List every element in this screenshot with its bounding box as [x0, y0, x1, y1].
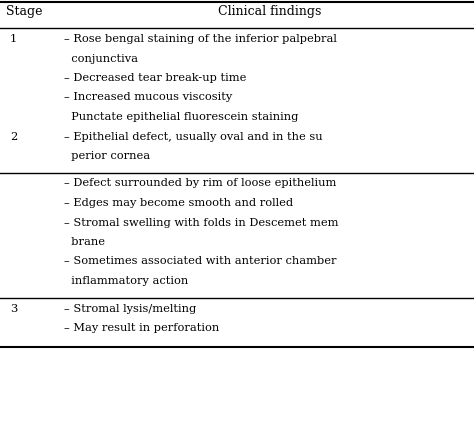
Text: Stage: Stage — [6, 5, 43, 18]
Text: conjunctiva: conjunctiva — [64, 53, 138, 63]
Text: perior cornea: perior cornea — [64, 151, 150, 161]
Text: brane: brane — [64, 237, 105, 247]
Text: – Rose bengal staining of the inferior palpebral: – Rose bengal staining of the inferior p… — [64, 34, 337, 44]
Text: 3: 3 — [10, 304, 17, 313]
Text: Clinical findings: Clinical findings — [219, 5, 322, 18]
Text: – Stromal lysis/melting: – Stromal lysis/melting — [64, 304, 196, 313]
Text: – Stromal swelling with folds in Descemet mem: – Stromal swelling with folds in Desceme… — [64, 218, 338, 228]
Text: 2: 2 — [10, 132, 17, 142]
Text: 1: 1 — [10, 34, 17, 44]
Text: – Sometimes associated with anterior chamber: – Sometimes associated with anterior cha… — [64, 257, 337, 267]
Text: Punctate epithelial fluorescein staining: Punctate epithelial fluorescein staining — [64, 112, 298, 122]
Text: – Defect surrounded by rim of loose epithelium: – Defect surrounded by rim of loose epit… — [64, 178, 337, 188]
Text: – Epithelial defect, usually oval and in the su: – Epithelial defect, usually oval and in… — [64, 132, 323, 142]
Text: – Increased mucous viscosity: – Increased mucous viscosity — [64, 93, 232, 103]
Text: inflammatory action: inflammatory action — [64, 276, 188, 286]
Text: – Edges may become smooth and rolled: – Edges may become smooth and rolled — [64, 198, 293, 208]
Text: – May result in perforation: – May result in perforation — [64, 323, 219, 333]
Text: – Decreased tear break-up time: – Decreased tear break-up time — [64, 73, 246, 83]
